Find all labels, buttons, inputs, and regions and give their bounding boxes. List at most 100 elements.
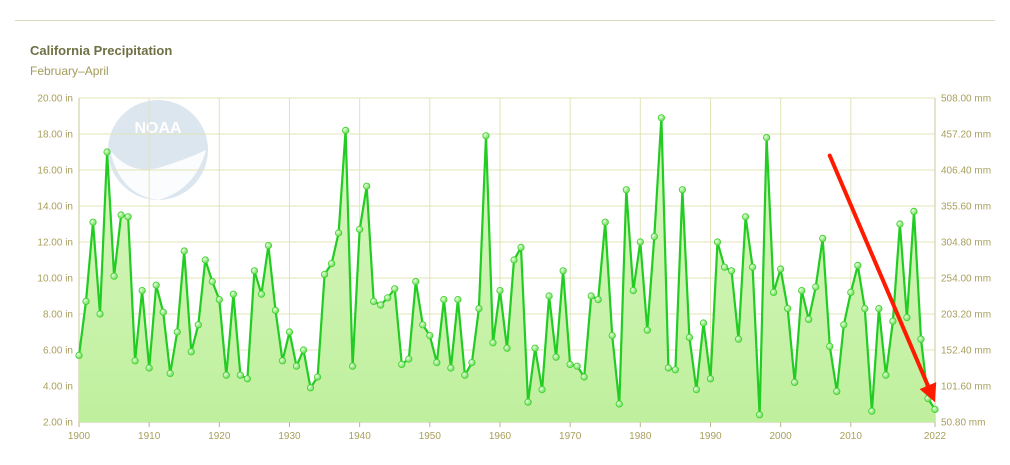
data-point	[327, 259, 336, 268]
data-point	[342, 126, 350, 134]
y-axis-left-ticks: 2.00 in 4.00 in 6.00 in 8.00 in 10.00 in 12.0…	[37, 94, 73, 429]
trend-annotation	[827, 153, 937, 403]
data-point	[306, 384, 315, 392]
data-point	[489, 339, 497, 347]
chart-title: California Precipitation	[30, 43, 173, 58]
data-point	[882, 371, 890, 379]
data-point	[875, 304, 883, 313]
x-tick-label: 1930	[278, 431, 301, 442]
data-point	[791, 378, 799, 386]
data-point	[384, 294, 392, 302]
data-point	[545, 292, 553, 300]
data-point	[777, 265, 785, 273]
data-point	[587, 292, 595, 300]
data-point	[755, 411, 764, 419]
x-tick-label: 1910	[138, 431, 161, 442]
data-point	[363, 182, 371, 190]
data-point	[264, 242, 273, 250]
x-tick-label: 1970	[559, 431, 582, 442]
x-tick-label: 2022	[924, 431, 947, 442]
data-point	[601, 218, 609, 226]
arrow-shaft	[827, 153, 930, 388]
data-point	[629, 286, 637, 295]
data-point	[152, 281, 160, 289]
data-point	[447, 364, 455, 372]
x-tick-label: 2000	[770, 431, 793, 442]
data-point	[299, 346, 308, 354]
data-point	[538, 385, 546, 394]
x-tick-label: 1950	[419, 431, 442, 442]
area-fill	[79, 117, 935, 423]
data-point	[236, 371, 244, 379]
data-point	[124, 213, 132, 221]
data-point	[201, 256, 209, 264]
data-point	[819, 234, 827, 242]
data-point	[910, 207, 918, 215]
x-tick-label: 1940	[349, 431, 372, 442]
data-point	[833, 387, 841, 395]
data-point	[517, 243, 525, 251]
data-point	[896, 220, 904, 228]
data-point	[75, 351, 83, 359]
data-point	[257, 290, 266, 298]
data-point	[636, 238, 644, 246]
chart-subtitle: February–April	[30, 64, 109, 78]
data-point	[320, 270, 329, 278]
y-right-tick-label: 406.40 mm	[941, 166, 991, 177]
top-divider	[15, 20, 995, 21]
data-point	[510, 256, 518, 264]
y-right-tick-label: 254.00 mm	[941, 274, 991, 285]
data-point	[608, 331, 616, 340]
data-point	[503, 344, 511, 352]
y-right-tick-label: 457.20 mm	[941, 130, 991, 141]
data-point	[89, 218, 97, 226]
data-point	[440, 295, 448, 304]
data-point	[271, 306, 280, 314]
data-point	[854, 261, 862, 269]
data-point	[826, 342, 834, 350]
data-point	[861, 304, 869, 313]
data-point	[166, 369, 174, 377]
y-left-tick-label: 14.00 in	[37, 202, 73, 213]
y-right-tick-label: 152.40 mm	[941, 346, 991, 357]
data-point	[180, 247, 188, 255]
y-left-tick-label: 16.00 in	[37, 166, 73, 177]
data-point	[615, 400, 623, 408]
data-point	[475, 304, 483, 313]
data-point	[356, 225, 364, 233]
data-point	[734, 335, 743, 343]
data-point	[917, 335, 925, 343]
data-point	[313, 373, 322, 381]
y-axis-right-ticks: 50.80 mm 101.60 mm 152.40 mm 203.20 mm 254.0…	[941, 94, 991, 429]
y-right-tick-label: 101.60 mm	[941, 382, 991, 393]
data-point	[524, 398, 532, 406]
data-point	[643, 326, 651, 334]
data-point	[847, 288, 855, 296]
data-point	[840, 321, 848, 329]
data-point	[222, 371, 230, 379]
noaa-logo-text: NOAA	[134, 120, 182, 137]
data-point	[671, 366, 679, 374]
y-left-tick-label: 18.00 in	[37, 130, 73, 141]
data-point	[285, 328, 294, 336]
data-point	[931, 405, 939, 413]
x-tick-label: 2010	[840, 431, 863, 442]
x-tick-label: 1980	[629, 431, 652, 442]
data-point	[117, 211, 125, 219]
data-point	[426, 331, 434, 340]
x-tick-label: 1900	[68, 431, 91, 442]
data-point	[805, 315, 813, 323]
data-point	[292, 362, 301, 370]
data-point	[349, 362, 357, 370]
data-point	[566, 360, 574, 368]
data-point	[405, 355, 413, 363]
data-point	[461, 371, 469, 379]
data-point	[580, 373, 588, 381]
area-path	[79, 117, 935, 423]
data-point	[187, 348, 195, 356]
data-point	[573, 362, 581, 370]
data-point	[454, 295, 462, 304]
data-point	[468, 358, 476, 367]
data-point	[229, 290, 237, 298]
y-left-tick-label: 8.00 in	[43, 310, 73, 321]
